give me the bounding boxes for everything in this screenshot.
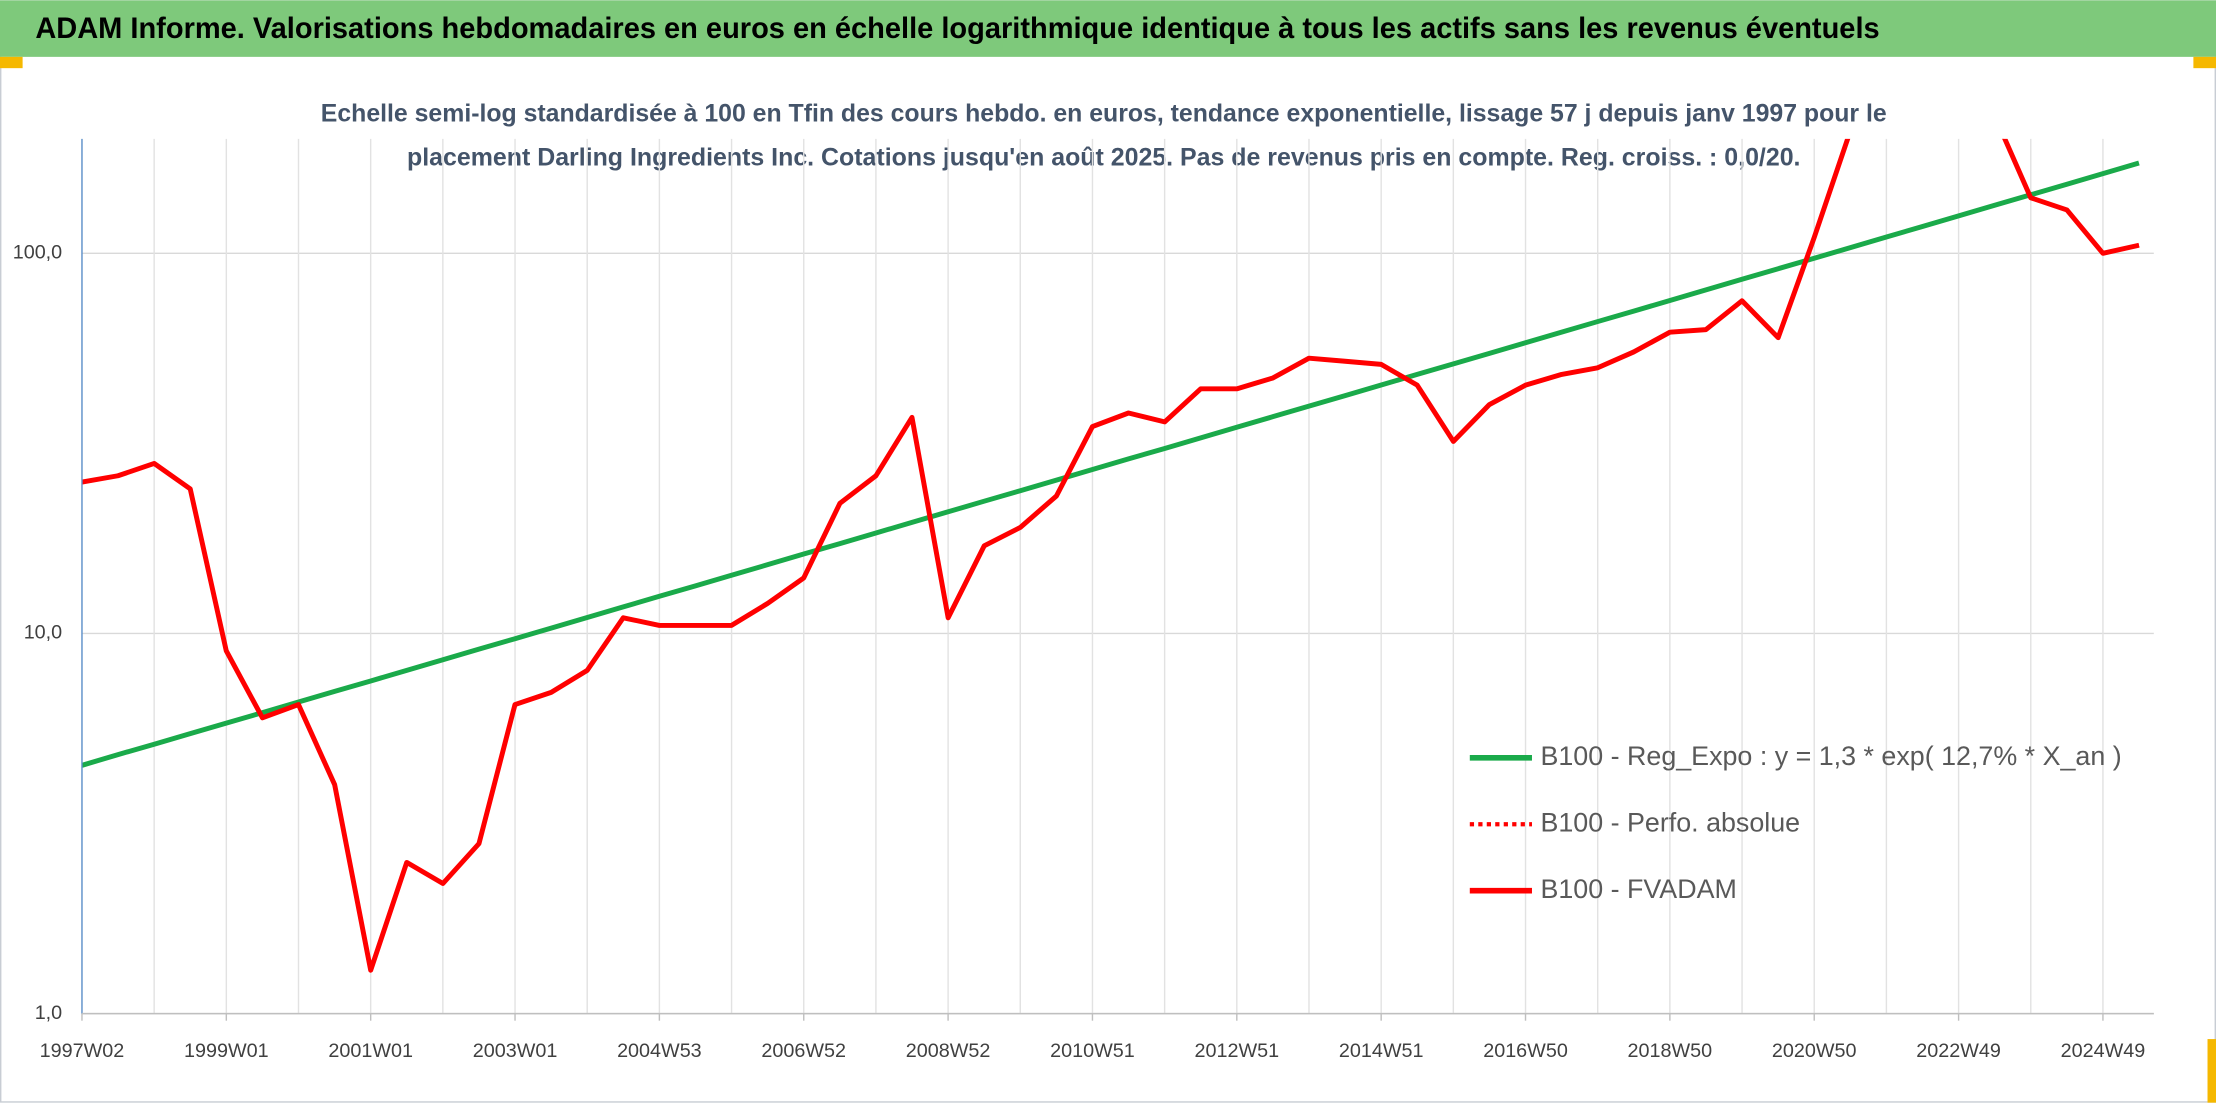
series-line bbox=[81, 138, 2140, 973]
x-tick-label: 2024W49 bbox=[2061, 1040, 2146, 1062]
x-tick-label: 2014W51 bbox=[1339, 1040, 1424, 1062]
legend-label: B100 - FVADAM bbox=[1540, 874, 1736, 904]
corner bbox=[0, 56, 23, 69]
x-tick-label: 2012W51 bbox=[1194, 1040, 1279, 1062]
labels: 1,0 10,0 100,0 1997W02 1999W01 2001W01 2003W01… bbox=[13, 241, 2146, 1062]
x-tick-label: 2004W53 bbox=[617, 1040, 702, 1062]
x-tick-label: 2016W50 bbox=[1483, 1040, 1568, 1062]
y-tick-label: 1,0 bbox=[35, 1002, 62, 1024]
legend-label: B100 - Perfo. absolue bbox=[1540, 807, 1800, 837]
x-tick-label: 1997W02 bbox=[40, 1040, 125, 1062]
title-bar bbox=[0, 0, 2216, 57]
x-tick-label: 2006W52 bbox=[761, 1040, 846, 1062]
series-line bbox=[81, 160, 2140, 768]
y-tick-label: 100,0 bbox=[13, 241, 62, 263]
x-tick-label: 1999W01 bbox=[184, 1040, 269, 1062]
x-tick-label: 2010W51 bbox=[1050, 1040, 1135, 1062]
corner bbox=[2207, 1039, 2216, 1103]
plot-area bbox=[81, 138, 2140, 973]
legend: B100 - Reg_Expo : y = 1,3 * exp( 12,7% *… bbox=[1469, 741, 2122, 904]
legend-label: B100 - Reg_Expo : y = 1,3 * exp( 12,7% *… bbox=[1540, 741, 2121, 771]
chart-subtitle: placement Darling Ingredients Inc. Cotat… bbox=[407, 143, 1800, 171]
x-tick-label: 2020W50 bbox=[1772, 1040, 1857, 1062]
chart-title: ADAM Informe. Valorisations hebdomadaire… bbox=[35, 12, 1879, 45]
x-tick-label: 2003W01 bbox=[473, 1040, 558, 1062]
y-tick-label: 10,0 bbox=[24, 622, 62, 644]
x-tick-label: 2001W01 bbox=[328, 1040, 413, 1062]
x-tick-label: 2008W52 bbox=[906, 1040, 991, 1062]
chart-subtitle: Echelle semi-log standardisée à 100 en T… bbox=[321, 100, 1887, 128]
x-tick-label: 2018W50 bbox=[1628, 1040, 1713, 1062]
corner bbox=[2193, 56, 2216, 69]
x-tick-label: 2022W49 bbox=[1916, 1040, 2001, 1062]
